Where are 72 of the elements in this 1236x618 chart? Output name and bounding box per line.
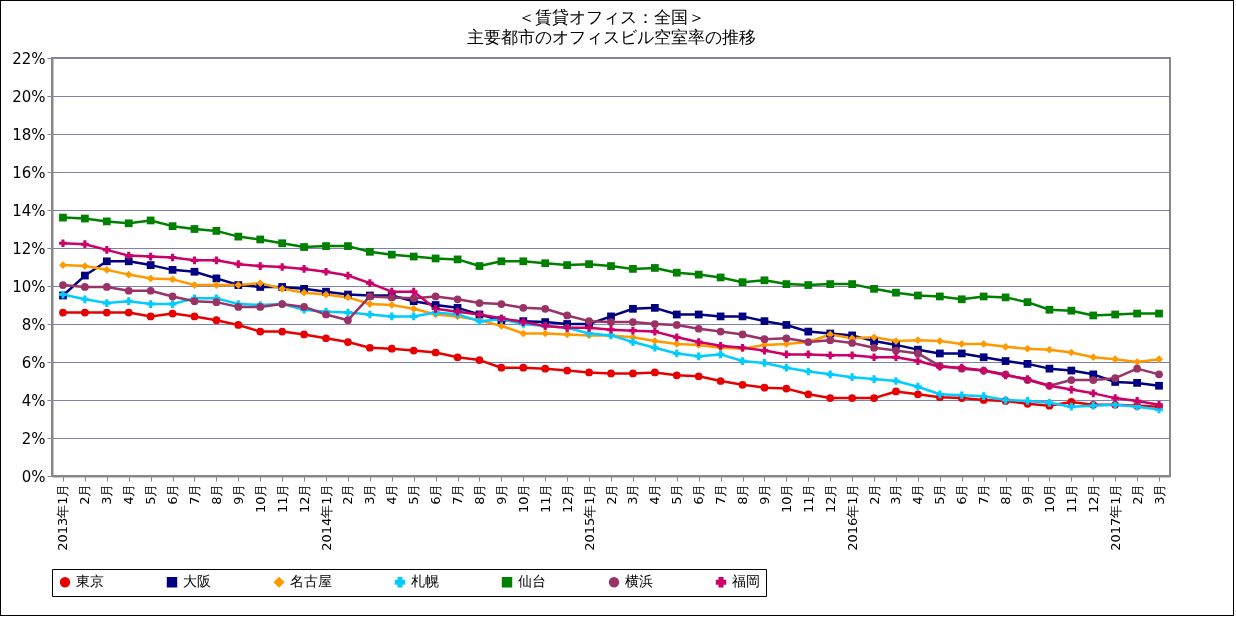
y-tick-label: 12%	[12, 239, 46, 258]
x-tick-label: 2月	[603, 483, 619, 505]
x-tick-label: 5月	[932, 483, 948, 505]
x-tick-label: 9月	[1020, 483, 1036, 505]
y-tick-label: 16%	[12, 163, 46, 182]
x-tick-label: 3月	[1151, 483, 1167, 505]
x-tick-label: 3月	[362, 483, 378, 505]
legend-label: 東京	[76, 573, 104, 590]
x-tick-label: 5月	[143, 483, 159, 505]
x-tick-label: 11月	[800, 483, 816, 514]
x-tick-label: 10月	[515, 483, 531, 514]
x-tick-label: 6月	[165, 483, 181, 505]
x-tick-label: 4月	[384, 483, 400, 505]
x-tick-label: 3月	[99, 483, 115, 505]
y-tick-label: 22%	[12, 49, 46, 68]
x-tick-label: 2016年1月	[844, 483, 860, 551]
x-tick-label: 10月	[1041, 483, 1057, 514]
x-tick-label: 2月	[340, 483, 356, 505]
x-tick-label: 4月	[121, 483, 137, 505]
x-tick-label: 10月	[252, 483, 268, 514]
x-tick-label: 10月	[778, 483, 794, 514]
x-tick-label: 8月	[208, 483, 224, 505]
y-tick-label: 6%	[21, 353, 46, 372]
y-tick-label: 18%	[12, 125, 46, 144]
x-tick-label: 5月	[669, 483, 685, 505]
y-tick-label: 8%	[21, 315, 46, 334]
legend-label: 福岡	[732, 573, 760, 590]
x-tick-label: 12月	[296, 483, 312, 514]
x-tick-label: 6月	[954, 483, 970, 505]
x-tick-label: 6月	[691, 483, 707, 505]
x-tick-label: 2月	[866, 483, 882, 505]
x-tick-label: 8月	[471, 483, 487, 505]
x-tick-label: 2月	[77, 483, 93, 505]
x-tick-label: 12月	[559, 483, 575, 514]
y-tick-label: 20%	[12, 87, 46, 106]
x-tick-label: 12月	[822, 483, 838, 514]
x-tick-label: 2013年1月	[55, 483, 71, 551]
y-tick-label: 10%	[12, 277, 46, 296]
x-tick-label: 4月	[647, 483, 663, 505]
x-tick-label: 4月	[910, 483, 926, 505]
chart-subtitle: 主要都市のオフィスビル空室率の推移	[466, 27, 756, 47]
x-tick-label: 7月	[976, 483, 992, 505]
y-tick-label: 0%	[21, 467, 46, 486]
x-tick-label: 9月	[230, 483, 246, 505]
legend-label: 大阪	[183, 573, 211, 590]
x-tick-label: 2014年1月	[318, 483, 334, 551]
y-tick-label: 2%	[21, 429, 46, 448]
legend-label: 仙台	[518, 573, 546, 590]
x-tick-label: 2015年1月	[581, 483, 597, 551]
x-tick-label: 2017年1月	[1107, 483, 1123, 551]
y-tick-label: 14%	[12, 201, 46, 220]
x-tick-label: 7月	[186, 483, 202, 505]
x-tick-label: 11月	[537, 483, 553, 514]
x-tick-label: 8月	[735, 483, 751, 505]
x-tick-label: 9月	[493, 483, 509, 505]
x-tick-label: 11月	[1063, 483, 1079, 514]
x-tick-label: 12月	[1085, 483, 1101, 514]
x-tick-label: 5月	[406, 483, 422, 505]
legend-label: 札幌	[411, 573, 439, 590]
x-tick-label: 7月	[713, 483, 729, 505]
legend-label: 名古屋	[290, 573, 332, 590]
x-tick-label: 3月	[625, 483, 641, 505]
x-tick-label: 11月	[274, 483, 290, 514]
y-tick-label: 4%	[21, 391, 46, 410]
x-tick-label: 7月	[450, 483, 466, 505]
x-tick-label: 9月	[756, 483, 772, 505]
x-tick-label: 2月	[1129, 483, 1145, 505]
x-tick-label: 6月	[428, 483, 444, 505]
x-tick-label: 8月	[998, 483, 1014, 505]
legend-label: 横浜	[625, 573, 653, 590]
x-tick-label: 3月	[888, 483, 904, 505]
chart-title: ＜賃貸オフィス：全国＞	[517, 7, 705, 27]
